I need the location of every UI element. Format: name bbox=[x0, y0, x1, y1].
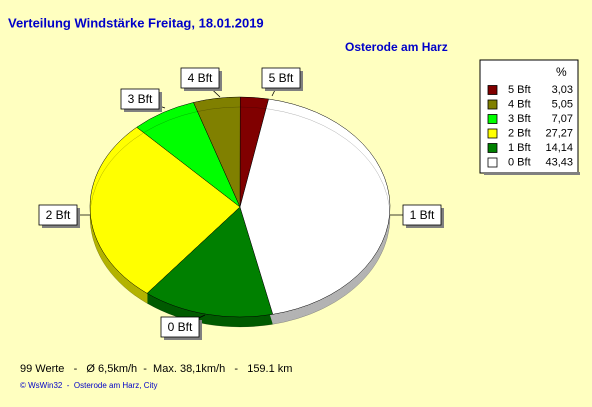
legend-shadow bbox=[484, 172, 580, 175]
legend-swatch bbox=[487, 99, 498, 110]
legend-swatch bbox=[487, 143, 498, 153]
legend-swatch bbox=[487, 114, 498, 124]
legend-name: 1 Bft bbox=[508, 142, 531, 154]
legend-value: 5,05 bbox=[552, 98, 573, 110]
credit: © WsWin32 - Osterode am Harz, City bbox=[20, 381, 157, 390]
label-box bbox=[120, 88, 160, 110]
slice-label: 2 Bft bbox=[46, 208, 71, 222]
pie-slice bbox=[89, 126, 241, 294]
legend: 5 Bft 3,03 4 Bft 5,05 3 Bft 7,07 2 Bft 27,27 1 B… bbox=[487, 84, 573, 168]
legend-swatch bbox=[487, 157, 498, 168]
legend-value: 43,43 bbox=[545, 156, 573, 168]
legend-name: 5 Bft bbox=[508, 84, 531, 96]
chart-subtitle: Osterode am Harz bbox=[345, 40, 448, 54]
legend-value: 7,07 bbox=[552, 113, 573, 125]
label-box bbox=[38, 204, 78, 226]
legend-swatch bbox=[487, 128, 498, 139]
label-box bbox=[180, 67, 220, 89]
pie-slice bbox=[239, 98, 391, 315]
label-box bbox=[261, 67, 301, 89]
labels: 5 Bft 4 Bft 3 Bft 2 Bft 1 Bft 0 Bft bbox=[38, 67, 444, 340]
legend-value: 3,03 bbox=[552, 84, 573, 96]
legend-header: % bbox=[556, 65, 567, 79]
legend-name: 3 Bft bbox=[508, 113, 531, 125]
pie-edge bbox=[89, 106, 391, 328]
label-box bbox=[160, 316, 200, 338]
legend-value: 27,27 bbox=[545, 127, 573, 139]
footer: 99 Werte - Ø 6,5km/h - Max. 38,1km/h - 1… bbox=[20, 363, 292, 375]
chart-title: Verteilung Windstärke Freitag, 18.01.201… bbox=[8, 15, 264, 30]
label-box bbox=[402, 204, 442, 226]
legend-value: 14,14 bbox=[545, 142, 573, 154]
pie-slice bbox=[146, 206, 274, 318]
slice-label: 0 Bft bbox=[168, 320, 193, 334]
legend-name: 2 Bft bbox=[508, 127, 531, 139]
slice-label: 3 Bft bbox=[128, 92, 153, 106]
slice-label: 5 Bft bbox=[269, 71, 294, 85]
slice-label: 1 Bft bbox=[410, 208, 435, 222]
pie bbox=[89, 96, 391, 328]
legend-name: 0 Bft bbox=[508, 156, 531, 168]
legend-name: 4 Bft bbox=[508, 98, 531, 110]
legend-swatch bbox=[487, 85, 498, 95]
slice-label: 4 Bft bbox=[188, 71, 213, 85]
